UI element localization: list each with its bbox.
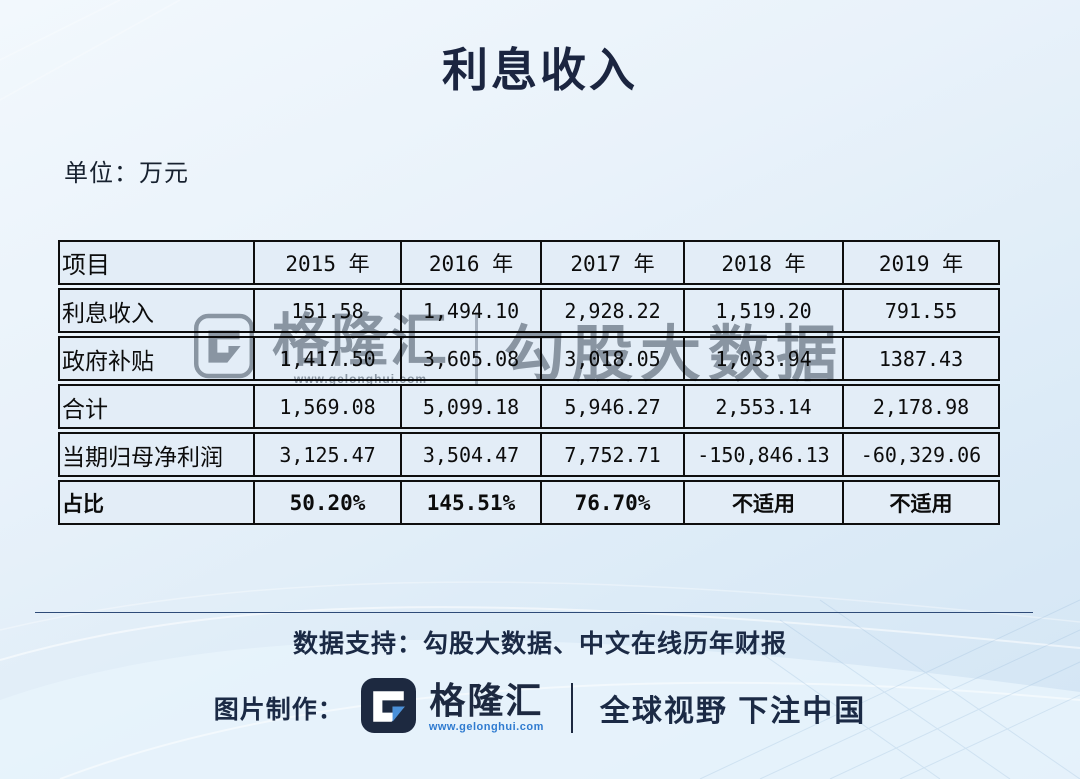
brand-slogan: 全球视野 下注中国 [599,695,867,728]
row-label: 利息收入 [62,299,154,326]
table-cell: 145.51% [400,482,540,523]
table-cell: 3,018.05 [540,338,683,379]
table-cell: 1,417.50 [253,338,400,379]
table-cell: 5,946.27 [540,386,683,427]
table-row: 占比 50.20% 145.51% 76.70% 不适用 不适用 [58,480,1000,525]
credit-divider [570,683,573,733]
table-cell: 2,928.22 [540,290,683,331]
data-table: 项目 2015 年 2016 年 2017 年 2018 年 2019 年利息收入 151.… [58,240,1000,525]
table-cell: 151.58 [253,290,400,331]
column-header-year: 2018 年 [683,242,842,283]
table-row: 当期归母净利润 3,125.47 3,504.47 7,752.71 -150,846.… [58,432,1000,477]
column-header-year: 2019 年 [842,242,998,283]
gelonghui-logo-icon [360,678,416,738]
brand-url: www.gelonghui.com [428,721,544,733]
table-cell: 不适用 [842,482,998,523]
table-cell: -150,846.13 [683,434,842,475]
table-cell: 3,504.47 [400,434,540,475]
table-cell: 3,605.08 [400,338,540,379]
unit-label: 单位：万元 [64,160,189,187]
table-cell: 7,752.71 [540,434,683,475]
table-row: 合计 1,569.08 5,099.18 5,946.27 2,553.14 2,178.… [58,384,1000,429]
table-cell: 76.70% [540,482,683,523]
table-cell: 3,125.47 [253,434,400,475]
table-cell: -60,329.06 [842,434,998,475]
column-header-year: 2015 年 [253,242,400,283]
data-support-text: 数据支持：勾股大数据、中文在线历年财报 [292,630,787,658]
column-header-year: 2017 年 [540,242,683,283]
table-header-row: 项目 2015 年 2016 年 2017 年 2018 年 2019 年 [58,240,1000,285]
table-cell: 不适用 [683,482,842,523]
table-row: 政府补贴 1,417.50 3,605.08 3,018.05 1,033.94 1387… [58,336,1000,381]
table-cell: 1,494.10 [400,290,540,331]
row-label: 合计 [62,395,108,422]
column-header-year: 2016 年 [400,242,540,283]
credit-label: 图片制作： [213,696,344,724]
table-cell: 1,033.94 [683,338,842,379]
table-cell: 791.55 [842,290,998,331]
table-cell: 1387.43 [842,338,998,379]
footer-divider-line [35,612,1033,613]
row-label: 占比 [62,492,104,516]
table-cell: 1,569.08 [253,386,400,427]
table-cell: 2,553.14 [683,386,842,427]
brand-name: 格隆汇 [429,680,544,721]
table-cell: 5,099.18 [400,386,540,427]
column-header-item: 项目 [62,252,110,279]
table-row: 利息收入 151.58 1,494.10 2,928.22 1,519.20 791.55 [58,288,1000,333]
row-label: 政府补贴 [62,347,154,374]
table-cell: 50.20% [253,482,400,523]
row-label: 当期归母净利润 [62,443,223,470]
page-title: 利息收入 [442,44,638,96]
table-cell: 2,178.98 [842,386,998,427]
credit-row: 图片制作： 格隆汇 www.gelonghui.com 全球视野 下注中国 [0,676,1080,740]
table-cell: 1,519.20 [683,290,842,331]
